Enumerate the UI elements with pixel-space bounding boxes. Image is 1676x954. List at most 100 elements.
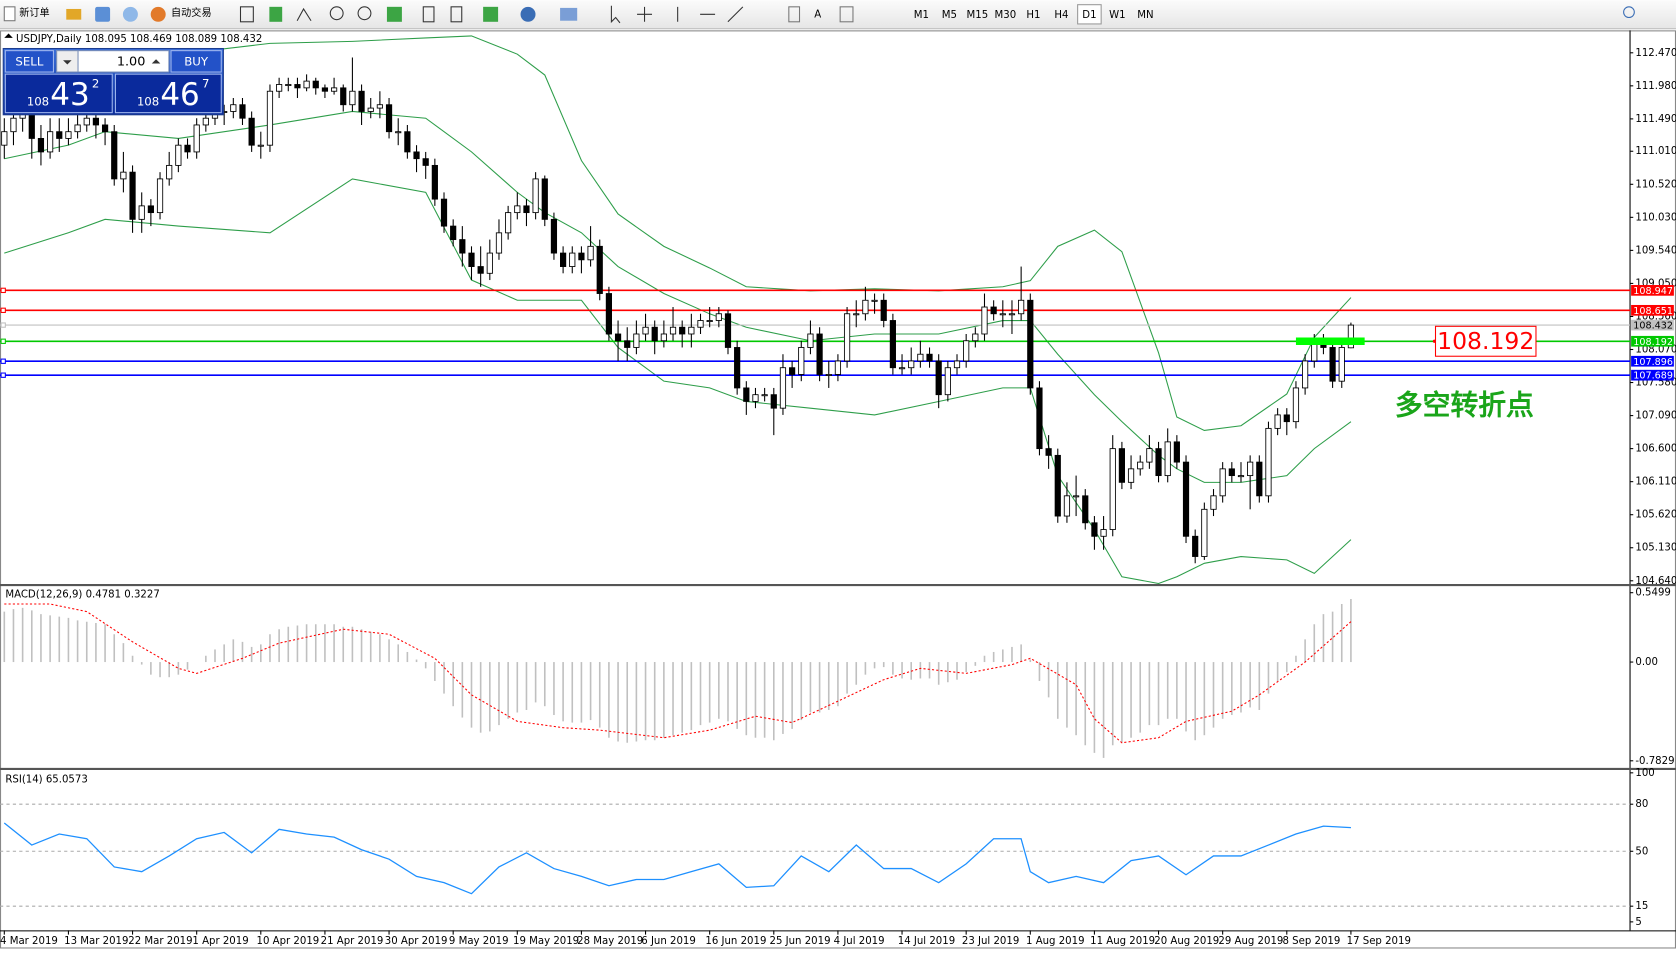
candle-body (1228, 468, 1235, 477)
active-timeframe (1077, 4, 1102, 25)
buy-label[interactable]: BUY (184, 54, 209, 68)
sell-button[interactable] (4, 50, 54, 73)
candle-body (789, 367, 796, 375)
candle-body (138, 205, 145, 220)
candle-body (752, 394, 759, 402)
candle-body (276, 84, 283, 92)
candle-body (1256, 461, 1263, 497)
x-tick-label: 9 May 2019 (449, 936, 509, 947)
y-tick-label: 100 (1635, 768, 1654, 779)
candle-body (1, 131, 8, 146)
candle-body (569, 252, 576, 267)
level-label-bg (1631, 355, 1674, 367)
candle-body (734, 347, 741, 389)
candle-body (120, 171, 127, 180)
timeframe-button[interactable]: W1 (1109, 10, 1125, 21)
macd-panel (3, 598, 1352, 758)
new-order-button[interactable]: 新订单 (19, 6, 49, 19)
candle-body (74, 124, 81, 133)
timeframe-button[interactable]: H1 (1026, 10, 1040, 21)
toolbar-icons: A (3, 5, 1635, 24)
auto-trading-button[interactable]: 自动交易 (171, 6, 212, 19)
level-label: 107.689 (1633, 371, 1673, 382)
candle-body (706, 320, 713, 323)
candle-body (1302, 360, 1309, 389)
x-tick-label: 21 Apr 2019 (321, 936, 384, 947)
candle-body (1329, 347, 1336, 382)
y-tick-label: 107.580 (1635, 378, 1676, 389)
candle-body (917, 353, 924, 362)
y-tick-label: 109.540 (1635, 245, 1676, 256)
y-tick-label: 0.00 (1635, 657, 1658, 668)
y-tick-label: 106.600 (1635, 444, 1676, 455)
candle-body (624, 340, 631, 348)
y-tick-label: 112.470 (1635, 48, 1676, 59)
x-tick-label: 11 Aug 2019 (1090, 936, 1155, 947)
buy-price-fraction: 7 (202, 76, 209, 90)
candle-body (367, 107, 374, 112)
volume-value[interactable]: 1.00 (117, 54, 146, 69)
candle-body (111, 131, 118, 180)
candle-body (184, 144, 191, 153)
buy-price-box[interactable] (114, 73, 222, 114)
candle-body (156, 178, 164, 214)
timeframe-button[interactable]: M1 (914, 10, 929, 21)
candle-body (1045, 448, 1052, 456)
candle-body (587, 245, 594, 261)
one-click-panel: SELL 1.00 BUY 108 43 2 108 46 7 (2, 47, 224, 116)
candle-body (935, 360, 942, 396)
candle-body (514, 205, 521, 214)
y-tick-label: 50 (1635, 846, 1648, 857)
candle-body (679, 326, 686, 335)
timeframe-button[interactable]: M5 (942, 10, 957, 21)
candle-body (1265, 427, 1272, 497)
candle-body (1072, 495, 1080, 498)
level-label-bg (1631, 285, 1674, 296)
sell-label[interactable]: SELL (15, 54, 43, 68)
y-tick-label: 105.620 (1635, 510, 1676, 521)
x-tick-label: 19 May 2019 (513, 936, 579, 947)
candle-body (422, 158, 429, 166)
candle-body (175, 144, 182, 166)
candle-body (688, 326, 695, 335)
candle-body (798, 347, 805, 375)
sell-price-box[interactable] (4, 73, 113, 114)
buy-button[interactable] (170, 50, 222, 73)
timeframe-button[interactable]: MN (1137, 10, 1153, 21)
candle-body (230, 104, 237, 112)
candle-body (1274, 414, 1281, 429)
candle-body (129, 171, 136, 220)
candle-body (404, 131, 411, 153)
candle-body (999, 313, 1006, 316)
candle-body (1164, 441, 1171, 477)
candle-body (1338, 347, 1345, 382)
macd-header: MACD(12,26,9) 0.4781 0.3227 (5, 590, 159, 601)
candle-body (1054, 454, 1061, 517)
sell-price-pips: 43 (50, 77, 89, 113)
timeframe-button[interactable]: M30 (995, 10, 1017, 21)
candle-body (770, 394, 777, 409)
candle-body (10, 117, 17, 133)
x-tick-label: 8 Sep 2019 (1283, 936, 1341, 947)
candle-body (413, 151, 420, 160)
y-tick-label: 80 (1635, 799, 1648, 810)
y-tick-label: 5 (1635, 917, 1641, 928)
candle-body (1127, 468, 1135, 483)
x-tick-label: 20 Aug 2019 (1154, 936, 1219, 947)
candle-body (825, 374, 832, 376)
candle-body (1247, 461, 1254, 477)
rsi-line (3, 822, 1351, 895)
timeframe-button[interactable]: M15 (967, 10, 989, 21)
candle-body (743, 387, 750, 402)
bollinger-upper (4, 35, 1352, 431)
candle-body (28, 111, 35, 139)
timeframe-button[interactable]: D1 (1082, 10, 1096, 21)
candle-body (550, 218, 558, 254)
candle-body (330, 87, 338, 92)
candle-body (596, 245, 603, 294)
timeframe-button[interactable]: H4 (1054, 10, 1068, 21)
candle-body (834, 360, 842, 375)
candle-body (285, 84, 292, 86)
candle-body (1036, 387, 1043, 450)
